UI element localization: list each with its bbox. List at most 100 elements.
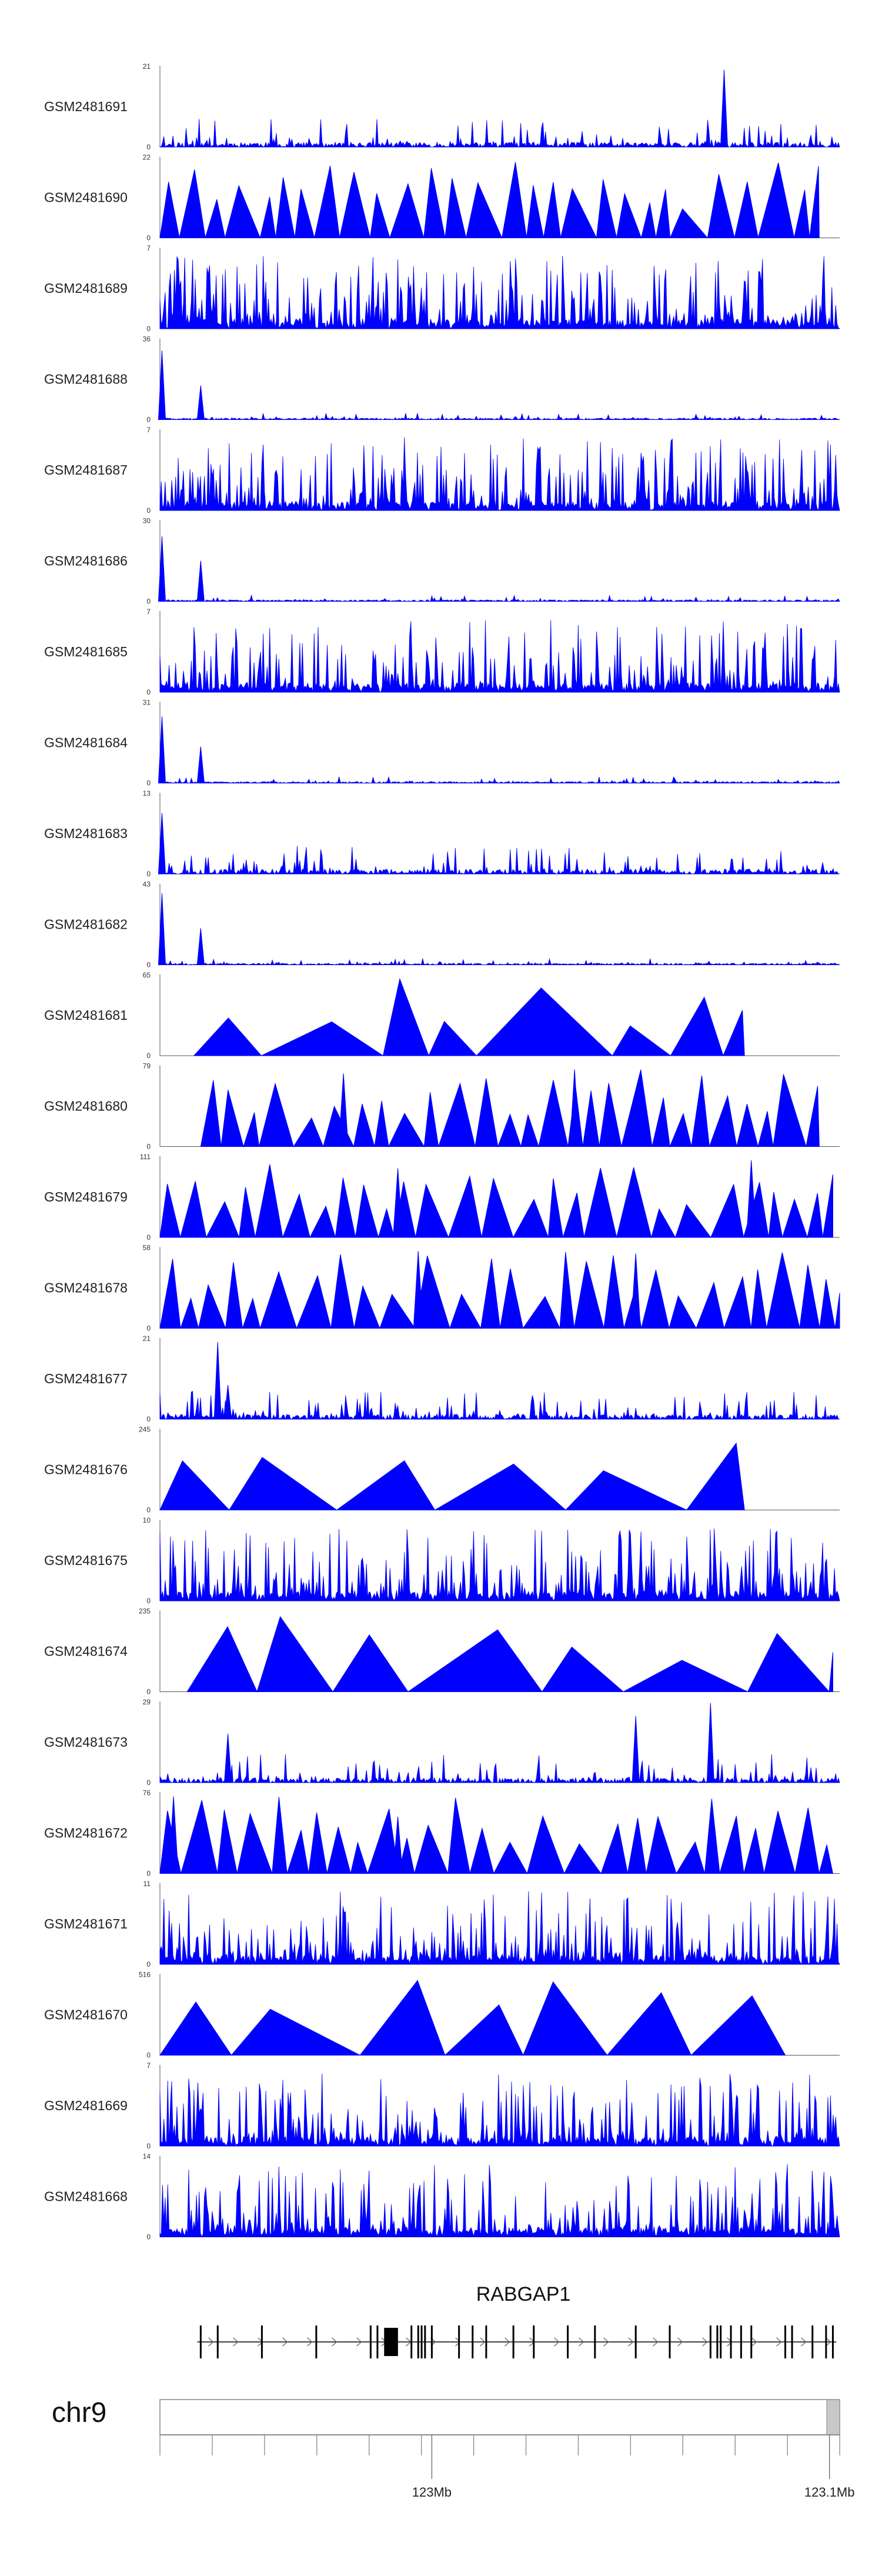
ymin-label: 0 bbox=[146, 1143, 151, 1151]
track-GSM2481689: GSM2481689 7 0 bbox=[44, 244, 840, 333]
ymin-label: 0 bbox=[146, 1778, 151, 1787]
ymax-label: 21 bbox=[143, 1334, 151, 1343]
exon bbox=[315, 2325, 318, 2358]
ymin-label: 0 bbox=[146, 1597, 151, 1605]
track-GSM2481677: GSM2481677 21 0 bbox=[44, 1334, 840, 1423]
strand-arrow bbox=[282, 2337, 288, 2347]
ymax-label: 7 bbox=[146, 426, 151, 434]
coverage-area bbox=[159, 1252, 840, 1330]
track-label: GSM2481678 bbox=[44, 1280, 128, 1296]
ymin-label: 0 bbox=[146, 234, 151, 242]
exon bbox=[216, 2325, 219, 2358]
track-label: GSM2481682 bbox=[44, 917, 128, 932]
ymin-label: 0 bbox=[146, 961, 151, 969]
track-GSM2481683: GSM2481683 13 0 bbox=[44, 789, 840, 878]
ymin-label: 0 bbox=[146, 1233, 151, 1242]
exon bbox=[458, 2325, 460, 2358]
chromosome-highlight bbox=[826, 2399, 840, 2435]
track-GSM2481671: GSM2481671 11 0 bbox=[44, 1880, 840, 1968]
strand-arrow bbox=[628, 2337, 634, 2347]
track-label: GSM2481679 bbox=[44, 1189, 128, 1204]
strand-arrow bbox=[751, 2337, 757, 2347]
coverage-area bbox=[159, 2073, 840, 2147]
track-label: GSM2481688 bbox=[44, 372, 128, 387]
exon bbox=[260, 2325, 263, 2358]
coverage-area bbox=[159, 162, 820, 239]
ymax-label: 36 bbox=[143, 335, 151, 343]
track-label: GSM2481685 bbox=[44, 644, 128, 659]
coverage-area bbox=[159, 1164, 833, 1239]
coverage-area bbox=[159, 776, 840, 784]
exon bbox=[390, 2328, 398, 2356]
coverage-peak bbox=[746, 1160, 757, 1238]
track-label: GSM2481670 bbox=[44, 2007, 128, 2023]
track-label: GSM2481686 bbox=[44, 553, 128, 569]
track-label: GSM2481687 bbox=[44, 462, 128, 478]
coverage-peak bbox=[224, 1384, 232, 1420]
ymax-label: 111 bbox=[140, 1153, 151, 1161]
strand-arrow bbox=[356, 2337, 362, 2347]
strand-arrow bbox=[653, 2337, 659, 2347]
strand-arrow bbox=[702, 2337, 708, 2347]
ymax-label: 14 bbox=[143, 2153, 151, 2161]
chromosome-band bbox=[159, 2399, 840, 2435]
exon bbox=[831, 2325, 834, 2358]
coverage-area bbox=[159, 1797, 834, 1875]
ymax-label: 22 bbox=[143, 154, 151, 162]
track-GSM2481672: GSM2481672 76 0 bbox=[44, 1789, 840, 1878]
track-label: GSM2481671 bbox=[44, 1916, 128, 1931]
track-label: GSM2481689 bbox=[44, 281, 128, 296]
ymax-label: 30 bbox=[143, 517, 151, 525]
track-GSM2481688: GSM2481688 36 0 bbox=[44, 335, 840, 424]
ymin-label: 0 bbox=[146, 416, 151, 424]
tick-label: 123.1Mb bbox=[804, 2485, 855, 2500]
strand-arrow bbox=[307, 2337, 313, 2347]
exon bbox=[669, 2325, 671, 2358]
strand-arrow bbox=[480, 2337, 486, 2347]
track-GSM2481676: GSM2481676 245 0 bbox=[44, 1426, 840, 1514]
exon bbox=[430, 2325, 433, 2358]
ymax-label: 7 bbox=[146, 2061, 151, 2070]
coverage-area bbox=[159, 1528, 840, 1602]
exon bbox=[784, 2325, 787, 2358]
coverage-area bbox=[159, 958, 840, 966]
coverage-peak bbox=[569, 1069, 580, 1147]
ymin-label: 0 bbox=[146, 1960, 151, 1968]
strand-arrow bbox=[826, 2337, 831, 2347]
ymin-label: 0 bbox=[146, 143, 151, 151]
track-label: GSM2481676 bbox=[44, 1462, 128, 1477]
coverage-peak bbox=[196, 746, 205, 783]
ymin-label: 0 bbox=[146, 2142, 151, 2150]
coverage-peak bbox=[158, 893, 166, 965]
coverage-peak bbox=[630, 1253, 641, 1329]
coverage-peak bbox=[196, 928, 205, 965]
exon bbox=[730, 2325, 732, 2358]
track-GSM2481670: GSM2481670 516 0 bbox=[44, 1971, 840, 2060]
strand-arrow bbox=[554, 2337, 560, 2347]
exon bbox=[512, 2325, 514, 2358]
exon bbox=[199, 2325, 202, 2358]
track-label: GSM2481681 bbox=[44, 1007, 128, 1023]
exon bbox=[472, 2325, 474, 2358]
coverage-area bbox=[159, 437, 840, 512]
coverage-area bbox=[159, 1980, 786, 2056]
coverage-area bbox=[159, 2164, 840, 2238]
coverage-area bbox=[159, 119, 840, 148]
ymax-label: 235 bbox=[139, 1607, 151, 1616]
strand-arrow bbox=[505, 2337, 510, 2347]
ymin-label: 0 bbox=[146, 2233, 151, 2241]
exon bbox=[424, 2325, 426, 2358]
coverage-area bbox=[159, 1391, 840, 1420]
exon bbox=[594, 2325, 596, 2358]
exon bbox=[825, 2325, 827, 2358]
exon bbox=[410, 2325, 413, 2358]
ymax-label: 7 bbox=[146, 608, 151, 616]
coverage-peak bbox=[158, 536, 166, 602]
ymax-label: 65 bbox=[143, 971, 151, 979]
ymin-label: 0 bbox=[146, 1688, 151, 1696]
exon bbox=[376, 2325, 379, 2358]
track-label: GSM2481690 bbox=[44, 190, 128, 205]
chromosome-label: chr9 bbox=[52, 2397, 106, 2428]
exon bbox=[384, 2328, 392, 2356]
